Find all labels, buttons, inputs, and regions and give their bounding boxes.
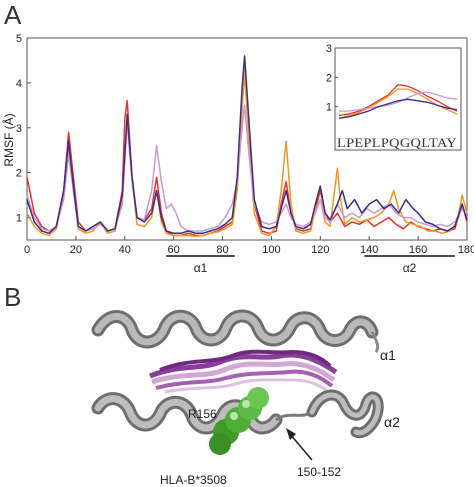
y-tick-label: 2 bbox=[16, 168, 22, 180]
inset-series-line-3 bbox=[338, 98, 458, 120]
plot-frame bbox=[26, 37, 468, 241]
x-tick-label: 140 bbox=[360, 244, 378, 256]
y-tick-label: 3 bbox=[16, 123, 22, 135]
panel-label-b: B bbox=[4, 282, 22, 312]
inset-ticks: 1 2 3 bbox=[326, 43, 338, 114]
alpha1-helix bbox=[91, 309, 380, 353]
y-axis-title: RMSF (Å) bbox=[1, 113, 16, 166]
main-plot: 0 20 40 60 80 100 120 140 160 180 1 2 3 4 5 RMSF (Å) α… bbox=[1, 33, 474, 275]
inset-sequence: LPEPLPQGQLTAY bbox=[337, 135, 457, 150]
inset-plot: 1 2 3 LPEPLPQGQLTAY bbox=[326, 43, 462, 151]
region-label-0: α1 bbox=[194, 261, 208, 275]
inset-sequence-labels: LPEPLPQGQLTAY bbox=[337, 135, 457, 150]
label-r156: R156 bbox=[188, 407, 217, 421]
inset-y-tick-label: 1 bbox=[326, 102, 332, 114]
peptide-bundle bbox=[149, 349, 338, 394]
panel-label-a: A bbox=[4, 0, 22, 30]
x-tick-label: 160 bbox=[409, 244, 427, 256]
x-tick-label: 60 bbox=[168, 244, 180, 256]
axis-ticks: 0 20 40 60 80 100 120 140 160 180 1 2 3 4 5 bbox=[16, 33, 474, 256]
inset-y-tick-label: 2 bbox=[326, 72, 332, 84]
x-tick-label: 20 bbox=[70, 244, 82, 256]
x-tick-label: 180 bbox=[458, 244, 474, 256]
protein-structure-illustration: α1 α2 R156 HLA-B*3508 150-152 bbox=[91, 309, 400, 487]
label-hla-b3508: HLA-B*3508 bbox=[160, 473, 227, 487]
y-tick-label: 1 bbox=[16, 213, 22, 225]
inset-series-line-2 bbox=[339, 91, 458, 112]
label-alpha1: α1 bbox=[380, 347, 396, 363]
r156-residue-spheres bbox=[209, 387, 269, 455]
series-line-3 bbox=[26, 55, 468, 235]
x-tick-label: 40 bbox=[119, 244, 131, 256]
y-tick-label: 4 bbox=[16, 78, 22, 90]
x-tick-label: 100 bbox=[262, 244, 280, 256]
region-label-1: α2 bbox=[403, 261, 417, 275]
inset-y-tick-label: 3 bbox=[326, 43, 332, 55]
inset-series-line-0 bbox=[338, 84, 458, 117]
x-tick-label: 120 bbox=[311, 244, 329, 256]
inset-lines bbox=[338, 84, 458, 120]
arrow-150-152 bbox=[286, 428, 313, 461]
y-tick-label: 5 bbox=[16, 33, 22, 45]
helix-regions: α1 α2 bbox=[166, 255, 455, 275]
x-tick-label: 0 bbox=[24, 244, 30, 256]
inset-frame bbox=[334, 47, 462, 151]
label-alpha2: α2 bbox=[384, 414, 400, 430]
series-lines bbox=[26, 55, 468, 238]
label-150-152: 150-152 bbox=[297, 465, 341, 479]
x-tick-label: 80 bbox=[216, 244, 228, 256]
